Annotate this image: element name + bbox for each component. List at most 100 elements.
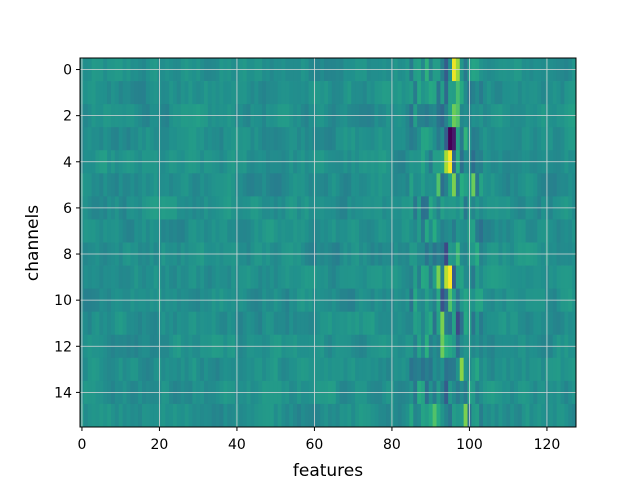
heatmap-cell — [506, 173, 511, 197]
heatmap-cell — [421, 357, 426, 382]
heatmap-cell — [118, 265, 124, 290]
heatmap-cell — [533, 127, 538, 151]
heatmap-cell — [533, 265, 538, 290]
heatmap-cell — [95, 403, 100, 428]
heatmap-cell — [122, 173, 127, 197]
heatmap-cell — [533, 403, 538, 428]
heatmap-cell — [378, 265, 383, 290]
heatmap-cell — [502, 81, 507, 105]
heatmap-cell — [405, 311, 410, 336]
heatmap-cell — [328, 127, 333, 151]
heatmap-cell — [355, 265, 360, 290]
heatmap-cell — [95, 357, 100, 382]
heatmap-cell — [514, 81, 519, 105]
heatmap-cell — [107, 357, 112, 382]
heatmap-cell — [405, 127, 410, 151]
heatmap-cell — [529, 357, 534, 382]
heatmap-cell — [83, 311, 89, 336]
heatmap-cell — [122, 81, 127, 105]
heatmap-cell — [552, 265, 558, 290]
heatmap-cell — [111, 265, 116, 290]
heatmap-cell — [568, 219, 573, 243]
heatmap-cell — [471, 173, 476, 197]
heatmap-cell — [324, 173, 329, 197]
heatmap-cell — [277, 265, 282, 290]
heatmap-cell — [211, 403, 217, 428]
heatmap-cell — [572, 357, 577, 382]
heatmap-cell — [459, 403, 465, 428]
heatmap-cell — [258, 357, 263, 382]
heatmap-cell — [83, 265, 89, 290]
heatmap-cell — [486, 81, 492, 105]
heatmap-cell — [324, 311, 329, 336]
heatmap-cell — [533, 357, 538, 382]
heatmap-cell — [525, 173, 530, 197]
heatmap-cell — [173, 357, 178, 382]
heatmap-cell — [393, 357, 399, 382]
heatmap-cell — [475, 81, 480, 105]
heatmap-cell — [328, 219, 333, 243]
heatmap-cell — [250, 265, 255, 290]
heatmap-cell — [459, 81, 465, 105]
heatmap-cell — [343, 265, 348, 290]
heatmap-cell — [452, 219, 457, 243]
heatmap-cell — [134, 265, 139, 290]
heatmap-cell — [99, 403, 104, 428]
heatmap-cell — [118, 357, 124, 382]
heatmap-cell — [502, 403, 507, 428]
heatmap-cell — [386, 265, 391, 290]
heatmap-cell — [331, 311, 337, 336]
heatmap-cell — [455, 311, 461, 336]
heatmap-cell — [99, 127, 104, 151]
heatmap-cell — [359, 357, 364, 382]
heatmap-cell — [300, 127, 306, 151]
heatmap-cell — [304, 357, 310, 382]
heatmap-cell — [386, 219, 391, 243]
heatmap-cell — [421, 403, 426, 428]
heatmap-cell — [118, 311, 124, 336]
heatmap-cell — [273, 311, 279, 336]
heatmap-cell — [246, 81, 251, 105]
heatmap-cell — [397, 81, 403, 105]
heatmap-cell — [242, 403, 248, 428]
heatmap-cell — [397, 403, 403, 428]
heatmap-cell — [285, 127, 290, 151]
heatmap-cell — [95, 219, 100, 243]
heatmap-cell — [401, 219, 406, 243]
heatmap-cell — [204, 173, 209, 197]
heatmap-cell — [366, 265, 372, 290]
heatmap-cell — [227, 81, 232, 105]
x-tick-label: 60 — [306, 437, 324, 453]
heatmap-cell — [289, 265, 294, 290]
heatmap-cell — [494, 81, 499, 105]
heatmap-cell — [316, 81, 321, 105]
heatmap-cell — [506, 81, 511, 105]
heatmap-cell — [250, 357, 255, 382]
heatmap-cell — [188, 265, 193, 290]
heatmap-cell — [517, 219, 523, 243]
heatmap-cell — [254, 403, 259, 428]
heatmap-cell — [103, 219, 108, 243]
heatmap-cell — [343, 357, 348, 382]
heatmap-cell — [424, 81, 430, 105]
heatmap-cell — [277, 81, 282, 105]
heatmap-cell — [455, 127, 461, 151]
heatmap-cell — [188, 173, 193, 197]
heatmap-cell — [362, 265, 368, 290]
heatmap-cell — [362, 403, 368, 428]
heatmap-cell — [510, 81, 515, 105]
heatmap-cell — [231, 219, 236, 243]
heatmap-cell — [386, 173, 391, 197]
heatmap-cell — [304, 219, 310, 243]
heatmap-cell — [173, 173, 178, 197]
heatmap-cell — [103, 81, 108, 105]
heatmap-cell — [103, 403, 108, 428]
heatmap-cell — [111, 81, 116, 105]
heatmap-cell — [91, 357, 96, 382]
heatmap-cell — [382, 311, 387, 336]
heatmap-cell — [138, 311, 143, 336]
heatmap-cell — [448, 403, 453, 428]
heatmap-cell — [525, 127, 530, 151]
heatmap-cell — [483, 357, 488, 382]
heatmap-cell — [486, 403, 492, 428]
